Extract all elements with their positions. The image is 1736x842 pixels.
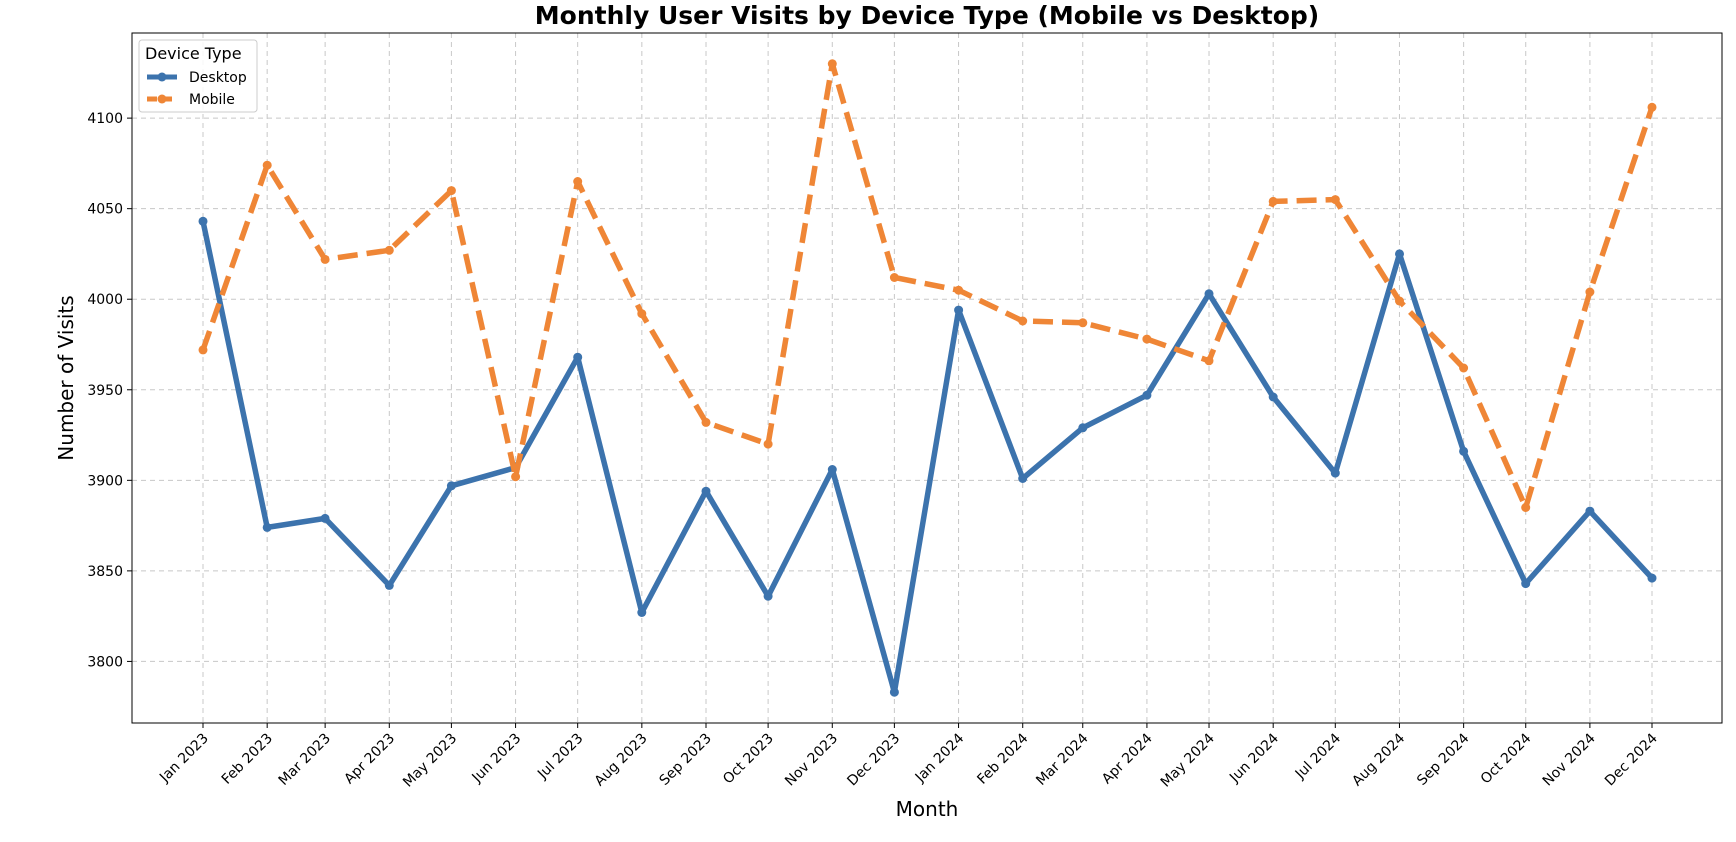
mobile-point [1521, 503, 1531, 512]
mobile-point [1078, 318, 1088, 328]
desktop-point [1078, 423, 1088, 433]
desktop-line [200, 220, 1655, 695]
desktop-point [1647, 573, 1657, 583]
legend-label-desktop: Desktop [189, 70, 247, 86]
desktop-point [1268, 392, 1278, 402]
mobile-point [1142, 334, 1152, 344]
mobile-point [1330, 195, 1340, 205]
desktop-point [320, 513, 330, 523]
mobile-point [573, 177, 583, 186]
plot-area-frame [131, 32, 1723, 724]
desktop-point [573, 352, 583, 362]
desktop-point [384, 580, 394, 590]
desktop-point [763, 591, 773, 601]
legend-label-mobile: Mobile [189, 92, 235, 108]
chart-title: Monthly User Visits by Device Type (Mobi… [535, 1, 1319, 30]
desktop-point [637, 608, 647, 617]
y-tick-label: 4100 [87, 111, 123, 127]
series-lines [198, 59, 1657, 697]
legend-box [138, 39, 258, 113]
mobile-point [889, 273, 899, 282]
mobile-point [1459, 363, 1469, 373]
mobile-point [446, 186, 456, 196]
legend-item-mobile: Mobile [147, 92, 235, 108]
mobile-point [701, 417, 711, 427]
y-axis-label: Number of Visits [54, 295, 78, 460]
desktop-point [262, 522, 272, 532]
mobile-point [511, 472, 521, 482]
desktop-point [1142, 390, 1152, 400]
desktop-point [1330, 468, 1340, 478]
desktop-point [1585, 506, 1595, 516]
mobile-point [1018, 316, 1028, 326]
legend: Device Type Desktop Mobile [138, 39, 258, 113]
y-tick-label: 3950 [87, 383, 123, 399]
legend-title: Device Type [145, 44, 242, 63]
desktop-point [1018, 474, 1028, 483]
y-tick-label: 3900 [87, 473, 123, 489]
mobile-point [198, 345, 208, 355]
mobile-point [1268, 196, 1278, 206]
mobile-point [1204, 356, 1214, 366]
desktop-point [701, 486, 711, 496]
desktop-point [1204, 289, 1214, 299]
desktop-point [889, 687, 899, 697]
desktop-point [827, 465, 837, 474]
legend-item-desktop: Desktop [147, 70, 247, 86]
desktop-point [954, 305, 964, 315]
mobile-point [262, 160, 272, 170]
mobile-point [954, 285, 964, 295]
desktop-point [1521, 579, 1531, 589]
legend-marker-desktop [157, 72, 167, 82]
x-axis-label: Month [896, 797, 959, 821]
mobile-point [384, 245, 394, 255]
desktop-point [1395, 249, 1404, 259]
mobile-point [763, 439, 773, 449]
mobile-point [1647, 102, 1657, 112]
mobile-point [1585, 287, 1595, 297]
mobile-point [320, 254, 330, 264]
mobile-line [200, 61, 1655, 511]
mobile-series [198, 59, 1657, 512]
grid [132, 33, 1722, 723]
mobile-point [1395, 296, 1404, 306]
desktop-point [1459, 446, 1469, 456]
desktop-point [446, 481, 456, 491]
y-tick-label: 3800 [87, 654, 123, 670]
y-tick-label: 3850 [87, 564, 123, 580]
desktop-point [198, 216, 208, 226]
mobile-point [827, 59, 837, 69]
legend-marker-mobile [157, 94, 167, 104]
y-tick-label: 4050 [87, 202, 123, 218]
y-tick-label: 4000 [87, 292, 123, 308]
mobile-point [637, 309, 647, 319]
